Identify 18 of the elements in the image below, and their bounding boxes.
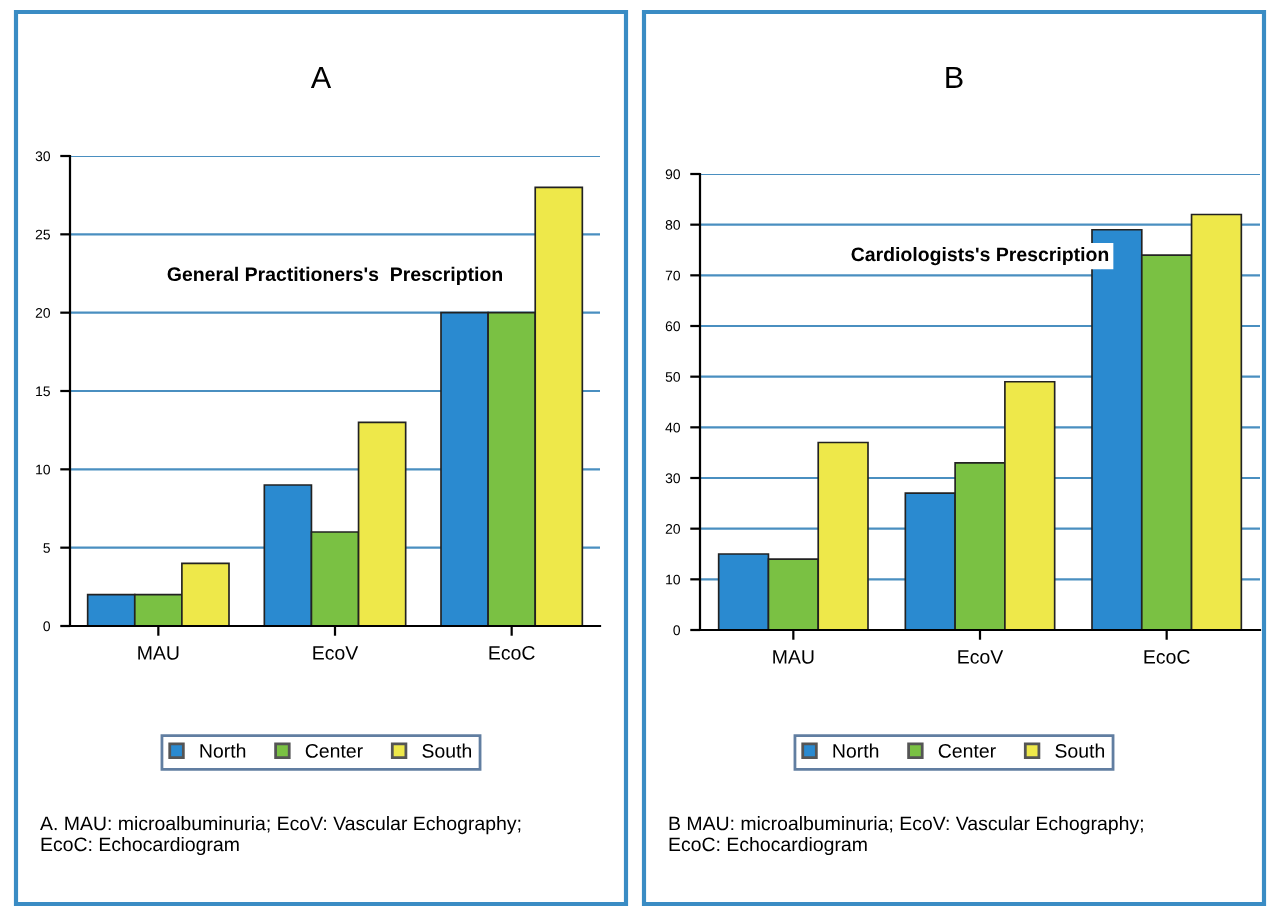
- text: A. MAU: microalbuminuria; EcoV: Vascular Echography; EcoC: Echocardiogram: [40, 816, 521, 856]
- x-tick-label: EcoC: [1144, 649, 1190, 664]
- x-tick-label: EcoV: [313, 646, 359, 660]
- legend-label: Center: [938, 744, 996, 758]
- legend-label: South: [422, 743, 472, 758]
- chart-title: B: [946, 66, 963, 88]
- text: Cardiologists's Prescription: [851, 246, 1109, 266]
- legend-label: South: [1055, 743, 1105, 758]
- legend-label: Center: [305, 744, 363, 758]
- text: General Practitioners's Prescription: [167, 266, 502, 285]
- chart-title: A: [310, 66, 332, 88]
- text: B MAU: microalbuminuria; EcoV: Vascular Echography; EcoC: Echocardiogram: [669, 816, 1143, 856]
- x-tick-label: EcoC: [489, 645, 535, 660]
- x-tick-label: MAU: [773, 650, 814, 664]
- legend-label: North: [200, 743, 246, 758]
- x-tick-label: MAU: [138, 646, 179, 660]
- x-tick-label: EcoV: [958, 650, 1004, 664]
- legend-label: North: [833, 743, 879, 758]
